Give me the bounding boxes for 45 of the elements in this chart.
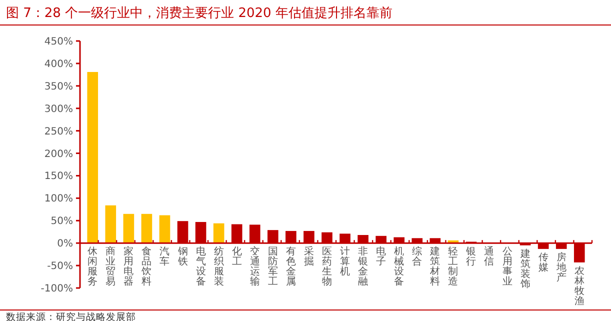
x-tick-label: 传媒 xyxy=(538,252,548,274)
bar xyxy=(87,72,98,244)
x-tick-label: 银行 xyxy=(465,246,476,268)
y-tick-label: 350% xyxy=(44,81,73,92)
x-tick-label: 通信 xyxy=(484,246,494,268)
bar xyxy=(105,205,116,244)
x-tick-label: 有色金属 xyxy=(286,246,296,288)
x-tick-label: 非银金融 xyxy=(357,246,368,288)
y-tick-label: 450% xyxy=(44,36,73,48)
y-tick-label: 300% xyxy=(44,104,73,115)
x-tick-label: 采掘 xyxy=(304,246,314,268)
y-tick-label: 150% xyxy=(44,171,73,182)
bar xyxy=(213,223,224,244)
bar xyxy=(141,214,152,244)
bar xyxy=(123,214,134,244)
x-tick-label: 计算机 xyxy=(340,246,350,278)
y-tick-label: 400% xyxy=(44,58,73,70)
x-tick-label: 房地产 xyxy=(555,251,566,284)
x-tick-label: 综合 xyxy=(412,246,422,268)
y-tick-label: 0% xyxy=(57,238,73,250)
x-tick-label: 食品饮料 xyxy=(140,246,152,288)
y-tick-label: 50% xyxy=(50,216,73,228)
y-tick-label: 200% xyxy=(44,148,73,160)
x-tick-label: 钢铁 xyxy=(176,246,188,268)
bar xyxy=(159,215,170,244)
x-tick-label: 电气设备 xyxy=(196,246,206,288)
chart-title: 图 7：28 个一级行业中，消费主要行业 2020 年估值提升排名靠前 xyxy=(6,5,392,21)
x-tick-label: 商业贸易 xyxy=(106,246,116,288)
x-tick-label: 化工 xyxy=(232,246,242,268)
source-note: 数据来源：研究与战略发展部 xyxy=(6,311,136,321)
x-tick-label: 农林牧渔 xyxy=(573,266,584,307)
x-tick-label: 建筑材料 xyxy=(429,246,440,288)
x-tick-label: 公用事业 xyxy=(502,246,512,288)
x-tick-label: 轻工制造 xyxy=(448,246,458,288)
y-tick-label: -100% xyxy=(40,284,73,294)
x-tick-label: 家用电器 xyxy=(124,246,134,288)
y-tick-label: 250% xyxy=(44,126,73,138)
x-tick-label: 汽车 xyxy=(160,246,170,268)
x-tick-label: 休闲服务 xyxy=(88,246,98,288)
x-tick-label: 机械设备 xyxy=(394,246,404,288)
x-tick-label: 国防军工 xyxy=(268,246,278,288)
x-tick-label: 电子 xyxy=(376,246,386,268)
y-tick-label: -50% xyxy=(47,261,73,272)
y-tick-label: 100% xyxy=(44,194,73,205)
x-tick-label: 医药生物 xyxy=(322,246,332,288)
